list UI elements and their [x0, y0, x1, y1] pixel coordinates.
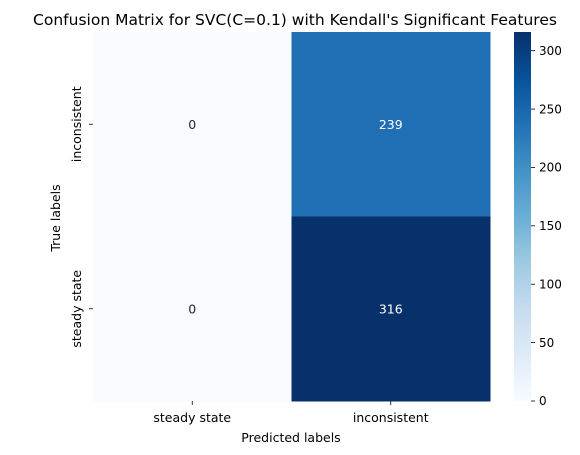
x-axis-label: Predicted labels — [241, 430, 340, 445]
heatmap-cell-labels: 0 239 0 316 — [188, 117, 402, 317]
x-axis-ticks: steady state inconsistent — [153, 401, 429, 425]
cell-value-label: 0 — [188, 301, 196, 316]
cell-value-label: 316 — [379, 301, 403, 316]
x-tick-label: steady state — [153, 410, 231, 425]
colorbar-tick-label: 50 — [539, 336, 554, 350]
colorbar-tick-label: 0 — [539, 394, 547, 408]
colorbar-tick-label: 100 — [539, 277, 562, 291]
y-axis-label: True labels — [48, 184, 63, 252]
y-axis-ticks: inconsistent steady state — [69, 86, 93, 348]
cell-value-label: 239 — [379, 117, 403, 132]
cell-value-label: 0 — [188, 117, 196, 132]
colorbar-tick-label: 200 — [539, 161, 562, 175]
heatmap-cell — [93, 216, 292, 402]
heatmap-cell — [93, 32, 292, 217]
y-tick-label: steady state — [69, 270, 84, 348]
heatmap-cell — [291, 216, 491, 402]
chart-title: Confusion Matrix for SVC(C=0.1) with Ken… — [33, 11, 557, 29]
colorbar-tick-label: 250 — [539, 102, 562, 116]
colorbar-ticks: 0 50 100 150 200 250 300 — [531, 44, 562, 408]
heatmap-cell — [291, 32, 491, 217]
colorbar-tick-label: 150 — [539, 219, 562, 233]
y-tick-label: inconsistent — [69, 86, 84, 162]
colorbar — [514, 32, 531, 401]
x-tick-label: inconsistent — [353, 410, 429, 425]
colorbar-tick-label: 300 — [539, 44, 562, 58]
heatmap-cells — [93, 32, 491, 402]
